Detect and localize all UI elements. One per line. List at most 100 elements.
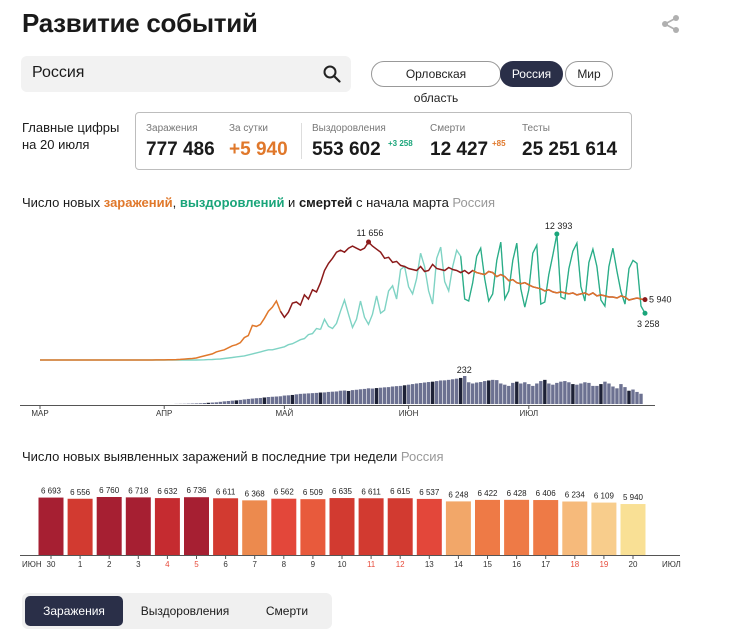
deaths-bar bbox=[314, 392, 319, 404]
deaths-bar bbox=[619, 384, 623, 404]
deaths-bar bbox=[378, 387, 383, 404]
x-axis-tick-label: 9 bbox=[311, 560, 316, 569]
deaths-bar bbox=[246, 398, 251, 404]
x-axis-tick-label: 14 bbox=[454, 560, 463, 569]
x-axis-tick-label: ИЮН bbox=[399, 409, 419, 418]
infections-last-label: 5 940 bbox=[649, 295, 672, 305]
deaths-bar bbox=[194, 403, 198, 404]
infections-bar bbox=[504, 499, 530, 555]
deaths-bar bbox=[266, 397, 271, 404]
bar-value-label: 6 537 bbox=[419, 488, 440, 497]
infections-bar bbox=[271, 498, 297, 555]
deaths-bar bbox=[511, 382, 515, 404]
chart1-title: Число новых заражений, выздоровлений и с… bbox=[22, 195, 495, 210]
main-figures-label-line1: Главные цифры bbox=[22, 120, 120, 135]
deaths-bar bbox=[226, 400, 231, 404]
bar-value-label: 5 940 bbox=[623, 493, 644, 502]
infections-bar bbox=[67, 498, 93, 555]
search-field[interactable]: Россия bbox=[21, 56, 351, 92]
infections-bar bbox=[475, 499, 500, 555]
bar-value-label: 6 368 bbox=[245, 489, 266, 498]
deaths-bar bbox=[555, 382, 559, 404]
deaths-bar bbox=[531, 385, 535, 404]
x-axis-tick-label: 10 bbox=[338, 560, 347, 569]
deaths-bar bbox=[362, 388, 367, 404]
x-axis-tick-label: 5 bbox=[194, 560, 199, 569]
bar-value-label: 6 611 bbox=[216, 487, 236, 496]
deaths-bar bbox=[491, 379, 495, 404]
search-icon[interactable] bbox=[323, 65, 341, 83]
deaths-bar bbox=[354, 389, 359, 404]
deaths-bar bbox=[386, 387, 391, 404]
deaths-bar bbox=[559, 381, 563, 404]
tab-infections[interactable]: Заражения bbox=[25, 596, 123, 626]
deaths-bar bbox=[322, 392, 327, 404]
bar-value-label: 6 736 bbox=[186, 486, 207, 495]
deaths-bar bbox=[414, 383, 419, 404]
metric-tabs: Заражения Выздоровления Смерти bbox=[22, 593, 332, 629]
deaths-bar bbox=[515, 381, 519, 404]
tab-deaths[interactable]: Смерти bbox=[265, 604, 309, 618]
chart1-title-and: и bbox=[284, 195, 299, 210]
deaths-bar bbox=[290, 394, 295, 404]
region-pill-russia[interactable]: Россия bbox=[500, 61, 563, 87]
deaths-bar bbox=[503, 384, 507, 404]
deaths-bar bbox=[454, 378, 459, 404]
deaths-bar bbox=[519, 383, 523, 404]
share-icon[interactable] bbox=[660, 14, 682, 34]
deaths-bar bbox=[458, 377, 463, 404]
deaths-bar bbox=[507, 385, 511, 404]
deaths-bar bbox=[406, 384, 411, 404]
search-input[interactable]: Россия bbox=[32, 64, 85, 81]
chart1-title-infections: заражений bbox=[103, 195, 173, 210]
x-axis-tick-label: 12 bbox=[396, 560, 405, 569]
bar-value-label: 6 234 bbox=[565, 491, 586, 500]
bar-value-label: 6 248 bbox=[448, 490, 469, 499]
deaths-bar bbox=[334, 391, 339, 404]
infections-bar bbox=[242, 500, 268, 555]
deaths-bar bbox=[430, 381, 435, 404]
deaths-bar bbox=[218, 401, 223, 404]
infections-value: 777 486 bbox=[146, 139, 215, 160]
region-pill-orel[interactable]: Орловская область bbox=[371, 61, 501, 105]
deaths-bar bbox=[527, 384, 531, 404]
deaths-bar bbox=[535, 383, 539, 404]
infections-bar bbox=[96, 497, 122, 555]
deaths-label: Смерти bbox=[430, 123, 466, 134]
recoveries-line-early bbox=[40, 327, 321, 361]
tests-label: Тесты bbox=[522, 123, 550, 134]
deaths-bar bbox=[310, 393, 315, 404]
deaths-bar bbox=[210, 402, 214, 404]
x-axis-tick-label: АПР bbox=[156, 409, 172, 418]
trend-chart: 11 656 12 393 5 940 3 258 232 85 МАР АПР МАЙ ИЮН И… bbox=[20, 210, 672, 418]
bar-value-label: 6 509 bbox=[303, 488, 324, 497]
deaths-bar bbox=[202, 403, 206, 404]
stats-box: Заражения 777 486 За сутки +5 940 Выздор… bbox=[135, 112, 632, 170]
deaths-bar bbox=[467, 382, 471, 404]
deaths-bar bbox=[591, 385, 595, 404]
region-pill-world[interactable]: Мир bbox=[565, 61, 613, 87]
deaths-bar bbox=[398, 385, 403, 404]
deaths-bar bbox=[410, 384, 415, 404]
deaths-bar bbox=[587, 382, 591, 404]
deaths-bar bbox=[422, 382, 427, 404]
x-axis-tick-label: 30 bbox=[47, 560, 56, 569]
deaths-bar bbox=[623, 387, 627, 404]
x-axis-tick-label: 20 bbox=[629, 560, 638, 569]
deaths-bar bbox=[607, 383, 611, 404]
deaths-bar bbox=[543, 379, 547, 404]
chart2-title-text: Число новых выявленных заражений в после… bbox=[22, 449, 398, 464]
deaths-bar bbox=[286, 395, 291, 404]
x-axis-tick-label: 16 bbox=[512, 560, 521, 569]
x-axis-tick-label: 3 bbox=[136, 560, 141, 569]
deaths-bar bbox=[499, 383, 503, 404]
deaths-bar bbox=[579, 383, 583, 404]
deaths-bar bbox=[627, 390, 631, 404]
tab-recoveries[interactable]: Выздоровления bbox=[140, 604, 230, 618]
deaths-bar bbox=[230, 400, 235, 404]
x-axis-tick-label: 18 bbox=[570, 560, 579, 569]
x-axis-end-label: ИЮЛ bbox=[662, 560, 681, 569]
deaths-bar bbox=[242, 399, 247, 404]
infections-bar bbox=[620, 504, 646, 555]
deaths-bar bbox=[262, 397, 267, 404]
